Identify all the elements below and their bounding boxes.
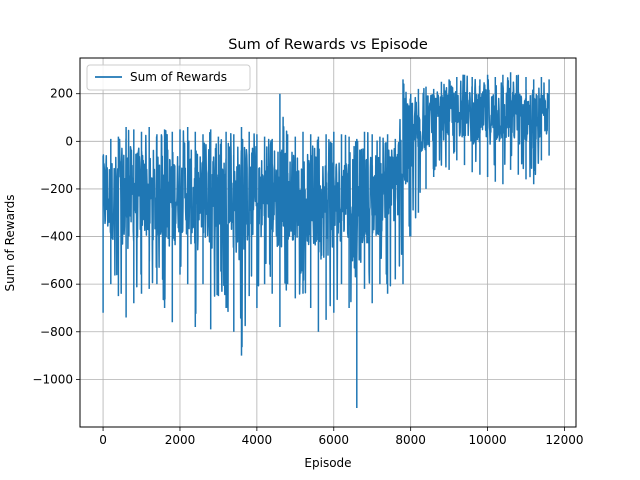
y-tick-label: 200	[50, 87, 73, 101]
legend: Sum of Rewards	[86, 64, 251, 91]
series-line	[102, 72, 550, 408]
y-axis-title: Sum of Rewards	[3, 194, 17, 291]
y-tick-label: −600	[40, 277, 73, 291]
x-tick-label: 0	[99, 433, 107, 447]
y-tick-label: −400	[40, 230, 73, 244]
y-tick-label: 0	[65, 134, 73, 148]
y-tick-label: −800	[40, 325, 73, 339]
x-tick-label: 6000	[318, 433, 349, 447]
tick-layer: 0 2000 4000 6000 8000 10000 12000−1000−800−600…	[32, 87, 583, 447]
legend-label: Sum of Rewards	[130, 70, 227, 84]
plot-frame	[79, 57, 577, 428]
chart-title: Sum of Rewards vs Episode	[228, 37, 428, 53]
x-axis-title: Episode	[304, 456, 351, 470]
x-tick-label: 12000	[545, 433, 583, 447]
x-tick-label: 8000	[395, 433, 426, 447]
x-tick-label: 2000	[165, 433, 196, 447]
x-tick-label: 10000	[468, 433, 506, 447]
y-tick-label: −200	[40, 182, 73, 196]
x-tick-label: 4000	[242, 433, 273, 447]
y-tick-label: −1000	[32, 372, 73, 386]
legend-box	[86, 64, 251, 91]
data-layer	[102, 72, 550, 408]
